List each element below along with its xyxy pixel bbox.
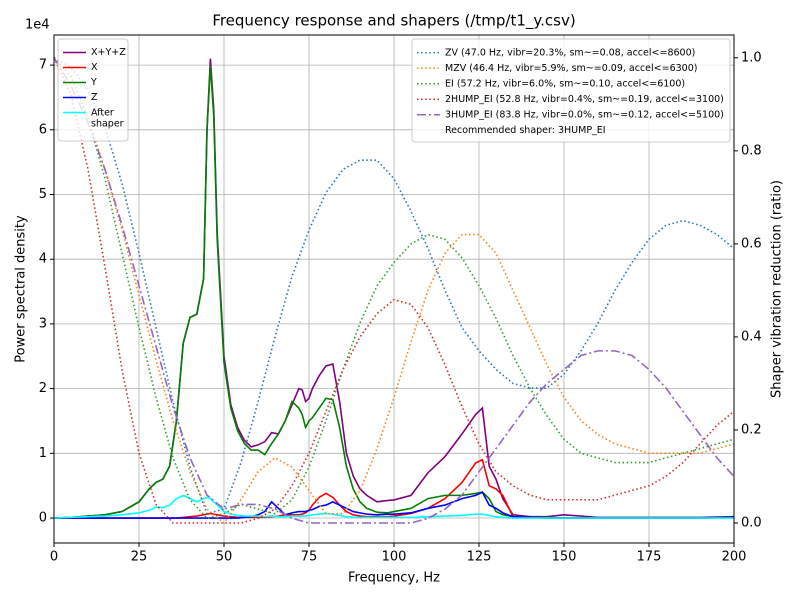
y-tick-label: 1 bbox=[39, 446, 47, 461]
y-tick-label: 3 bbox=[39, 316, 47, 331]
y-tick-label: 0 bbox=[39, 511, 47, 526]
y2-tick-label: 0.2 bbox=[741, 422, 762, 437]
x-tick-label: 50 bbox=[216, 550, 233, 565]
series-line bbox=[54, 65, 734, 519]
chart-title: Frequency response and shapers (/tmp/t1_… bbox=[212, 12, 575, 31]
legend-label: Y bbox=[90, 77, 97, 88]
series-line bbox=[54, 57, 734, 524]
x-tick-label: 0 bbox=[50, 550, 58, 565]
y-tick-label: 2 bbox=[39, 381, 47, 396]
legend-label: X bbox=[91, 62, 98, 73]
y2-axis-label: Shaper vibration reduction (ratio) bbox=[770, 180, 785, 398]
psd-lines bbox=[54, 58, 734, 519]
axes: 0 25 50 75 100 125 150 175 200 0 1 2 3 4 5 6 7 0.0 0.2 0.4 0… bbox=[39, 34, 762, 565]
x-tick-label: 25 bbox=[131, 550, 148, 565]
legend-label: MZV (46.4 Hz, vibr=5.9%, sm~=0.09, accel… bbox=[445, 63, 697, 74]
legend-label: ZV (47.0 Hz, vibr=20.3%, sm~=0.08, accel… bbox=[445, 47, 695, 58]
y2-tick-label: 0.0 bbox=[741, 515, 762, 530]
y-axis-label: Power spectral density bbox=[14, 215, 29, 363]
x-tick-label: 175 bbox=[637, 550, 662, 565]
x-tick-label: 100 bbox=[382, 550, 407, 565]
plot-frame bbox=[53, 34, 735, 544]
legend-note: Recommended shaper: 3HUMP_EI bbox=[445, 125, 606, 136]
shaper-lines bbox=[54, 57, 734, 525]
y2-tick-label: 0.6 bbox=[741, 236, 762, 251]
y2-tick-label: 0.8 bbox=[741, 143, 762, 158]
series-line bbox=[54, 491, 734, 519]
series-line bbox=[54, 57, 734, 525]
y-tick-label: 4 bbox=[39, 252, 47, 267]
y-tick-label: 6 bbox=[39, 122, 47, 137]
y-tick-label: 5 bbox=[39, 187, 47, 202]
x-tick-label: 125 bbox=[467, 550, 492, 565]
x-tick-label: 150 bbox=[552, 550, 577, 565]
x-tick-label: 200 bbox=[722, 550, 747, 565]
x-axis-label: Frequency, Hz bbox=[348, 571, 440, 586]
legend-label: X+Y+Z bbox=[91, 47, 126, 58]
legend-label: After shaper bbox=[91, 107, 124, 129]
legend-label: Z bbox=[91, 92, 98, 103]
legend-box bbox=[411, 38, 731, 143]
legend-label: EI (57.2 Hz, vibr=6.0%, sm~=0.10, accel<… bbox=[445, 78, 685, 89]
legends: X+Y+Z XYZ After shaper ZV (47.0 Hz, vibr=20.… bbox=[57, 38, 731, 143]
series-line bbox=[54, 494, 734, 519]
series-line bbox=[54, 57, 734, 520]
y2-tick-label: 1.0 bbox=[741, 50, 762, 65]
y-offset-label: 1e4 bbox=[25, 18, 50, 33]
legend-label: 3HUMP_EI (83.8 Hz, vibr=0.0%, sm~=0.12, … bbox=[445, 109, 724, 120]
y2-tick-label: 0.4 bbox=[741, 329, 762, 344]
x-tick-label: 75 bbox=[301, 550, 318, 565]
y-tick-label: 7 bbox=[39, 58, 47, 73]
legend-box bbox=[57, 38, 129, 142]
legend-label: 2HUMP_EI (52.8 Hz, vibr=0.4%, sm~=0.19, … bbox=[445, 94, 724, 105]
